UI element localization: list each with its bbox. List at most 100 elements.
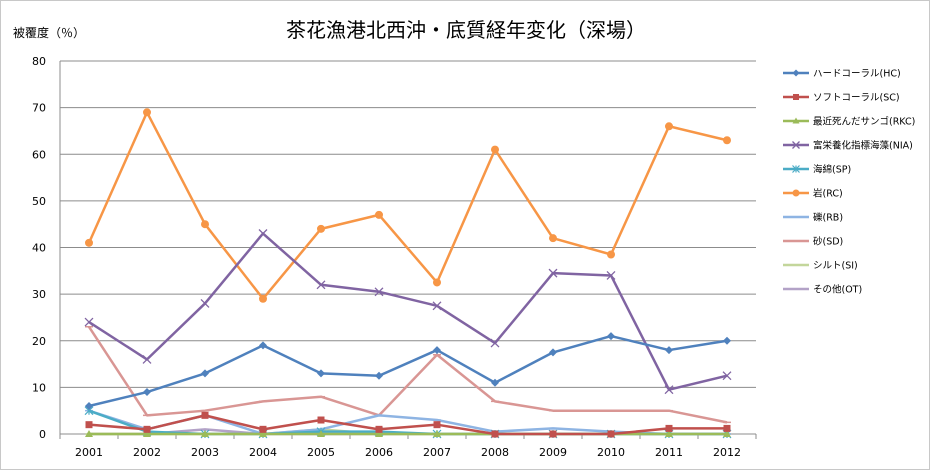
- data-point: [201, 369, 209, 378]
- legend-label: 岩(RC): [813, 188, 843, 200]
- legend-label: 砂(SD): [813, 236, 843, 248]
- data-point: [723, 136, 731, 145]
- legend-item: 礫(RB): [783, 212, 843, 224]
- data-point: [259, 341, 267, 350]
- y-tick-label: 20: [32, 335, 46, 348]
- data-point: [491, 430, 499, 438]
- data-point: [792, 165, 800, 173]
- data-point: [548, 268, 558, 278]
- gridlines: [60, 60, 756, 388]
- series-line: [87, 326, 728, 424]
- data-point: [491, 378, 499, 387]
- data-point: [793, 94, 799, 100]
- data-point: [432, 301, 442, 311]
- data-point: [201, 220, 209, 229]
- x-tick-label: 2003: [191, 446, 219, 459]
- legend-item: 砂(SD): [783, 236, 843, 248]
- data-point: [792, 141, 800, 149]
- data-point: [143, 425, 151, 433]
- data-point: [317, 224, 325, 233]
- y-tick-label: 30: [32, 288, 46, 301]
- data-point: [664, 385, 674, 395]
- data-point: [792, 189, 800, 197]
- data-point: [143, 388, 151, 397]
- data-point: [84, 317, 94, 327]
- y-axis-label: 被覆度（％）: [13, 25, 85, 40]
- legend-label: 礫(RB): [813, 212, 843, 224]
- series: [85, 332, 731, 411]
- y-tick-label: 60: [32, 148, 46, 161]
- x-tick-label: 2008: [481, 446, 509, 459]
- data-point: [374, 287, 384, 297]
- data-point: [258, 229, 268, 238]
- data-point: [606, 271, 616, 280]
- x-tick-label: 2009: [539, 446, 567, 459]
- x-tick-label: 2010: [597, 446, 625, 459]
- data-point: [433, 430, 441, 437]
- data-point: [723, 430, 731, 437]
- data-point: [85, 402, 93, 411]
- series-line: [88, 414, 727, 436]
- data-point: [433, 421, 441, 429]
- data-point: [549, 430, 557, 438]
- legend: ハードコーラル(HC) ソフトコーラル(SC) 最近死んだサンゴ(RKC) 富栄養化指…: [783, 69, 915, 296]
- data-point: [201, 411, 209, 419]
- data-point: [665, 424, 673, 432]
- data-point: [490, 338, 500, 348]
- y-tick-label: 40: [32, 242, 46, 255]
- legend-label: 富栄養化指標海藻(NIA): [813, 140, 913, 152]
- data-point: [433, 278, 441, 287]
- legend-label: ハードコーラル(HC): [813, 69, 901, 80]
- data-point: [259, 430, 267, 437]
- legend-label: その他(OT): [813, 284, 862, 296]
- legend-label: ソフトコーラル(SC): [813, 93, 900, 104]
- data-point: [200, 298, 210, 308]
- data-point: [375, 210, 383, 219]
- data-point: [607, 250, 615, 259]
- y-tick-label: 80: [32, 55, 46, 68]
- data-point: [549, 234, 557, 243]
- data-point: [85, 238, 93, 247]
- data-point: [316, 280, 326, 290]
- series: [85, 411, 731, 438]
- data-point: [665, 346, 673, 355]
- x-tick-label: 2001: [75, 446, 103, 459]
- y-tick-label: 10: [32, 381, 46, 394]
- data-point: [259, 425, 267, 433]
- legend-item: 最近死んだサンゴ(RKC): [783, 116, 915, 128]
- legend-item: ハードコーラル(HC): [783, 69, 901, 80]
- data-point: [317, 430, 325, 437]
- data-point: [607, 332, 615, 341]
- series: [85, 108, 731, 303]
- chart-title: 茶花漁港北西沖・底質経年変化（深場）: [286, 18, 646, 42]
- y-tick-label: 70: [32, 102, 46, 115]
- legend-item: 岩(RC): [783, 188, 843, 200]
- data-point: [491, 145, 499, 154]
- y-tick-label: 0: [39, 428, 46, 441]
- x-tick-label: 2006: [365, 446, 393, 459]
- x-tick-labels: 2001 2002 2003 2004 2005 2006 2007 2008 2009 2010…: [75, 446, 741, 459]
- data-point: [792, 117, 800, 124]
- series-line: [88, 334, 728, 408]
- data-point: [607, 430, 615, 438]
- series-lines: [84, 108, 732, 439]
- series-line: [88, 232, 728, 391]
- data-point: [722, 371, 732, 381]
- series: [85, 326, 731, 424]
- x-tick-label: 2011: [655, 446, 683, 459]
- data-point: [375, 430, 383, 437]
- data-point: [259, 294, 267, 303]
- x-tick-label: 2002: [133, 446, 161, 459]
- data-point: [723, 336, 731, 345]
- data-point: [143, 430, 151, 437]
- data-point: [317, 369, 325, 378]
- data-point: [142, 354, 152, 364]
- data-point: [792, 69, 800, 77]
- data-point: [201, 430, 209, 437]
- data-point: [375, 425, 383, 433]
- y-tick-labels: 0 10 20 30 40 50 60 70 80: [32, 55, 46, 441]
- data-point: [665, 430, 673, 437]
- legend-item: ソフトコーラル(SC): [783, 93, 900, 104]
- data-point: [85, 421, 93, 429]
